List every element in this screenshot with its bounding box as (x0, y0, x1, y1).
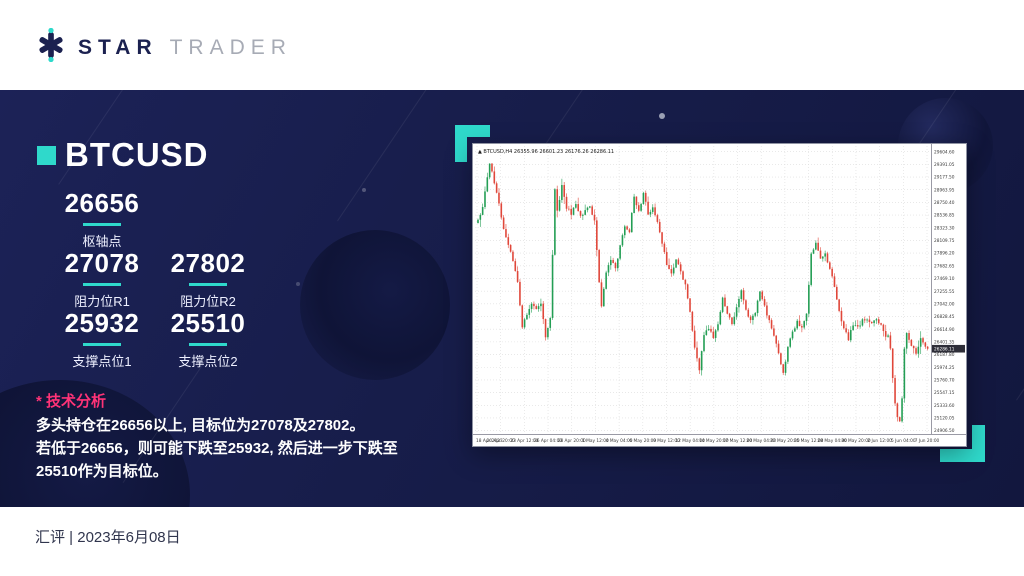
svg-text:23 Apr 12:00: 23 Apr 12:00 (510, 438, 538, 444)
resistance1-label: 阻力位R1 (74, 294, 130, 309)
brand-logo: STAR TRADER (34, 27, 292, 67)
decor-dot (296, 282, 300, 286)
svg-text:24906.50: 24906.50 (934, 428, 955, 434)
resistance1-value: 27078 (64, 248, 140, 278)
svg-text:2 Jun 12:00: 2 Jun 12:00 (867, 438, 892, 444)
svg-text:28 Apr 20:00: 28 Apr 20:00 (558, 438, 586, 444)
svg-text:▲ BTCUSD,H4 26355.96 26601.23: ▲ BTCUSD,H4 26355.96 26601.23 26176.26 2… (478, 149, 614, 155)
svg-text:27042.00: 27042.00 (934, 301, 955, 307)
resistance2-value: 27802 (170, 248, 246, 278)
svg-text:26828.45: 26828.45 (934, 314, 955, 320)
support2-label: 支撑点位2 (178, 354, 238, 369)
footer-caption: 汇评 | 2023年6月08日 (35, 529, 181, 546)
analysis-line: 25510作为目标位。 (36, 463, 168, 480)
decor-line (337, 90, 433, 222)
accent-underline (189, 283, 227, 286)
star-asterisk-icon (34, 27, 68, 67)
footer-bar: 汇评 | 2023年6月08日 (0, 507, 1024, 576)
svg-text:4 May 04:00: 4 May 04:00 (606, 438, 633, 444)
svg-text:27255.55: 27255.55 (934, 289, 955, 295)
svg-text:26187.80: 26187.80 (934, 352, 955, 358)
svg-text:29177.50: 29177.50 (934, 175, 955, 181)
pivot-point-block: 26656 枢轴点 (56, 188, 148, 250)
mt4-chart-window: 29604.60 29391.05 29177.50 28963.95 28750.40… (472, 143, 967, 447)
svg-text:26286.11: 26286.11 (934, 347, 955, 353)
svg-text:26401.35: 26401.35 (934, 339, 955, 345)
decor-dot (659, 113, 665, 119)
hero-panel: BTCUSD 26656 枢轴点 27078 阻力位R1 27802 阻力位R2… (0, 90, 1024, 507)
support2-block: 25510 支撑点位2 (162, 308, 254, 370)
support1-value: 25932 (64, 308, 140, 338)
svg-text:25333.60: 25333.60 (934, 403, 955, 409)
pivot-label: 枢轴点 (82, 234, 122, 249)
accent-square (37, 145, 56, 165)
decor-line (1016, 300, 1024, 401)
svg-text:27469.10: 27469.10 (934, 276, 955, 282)
svg-text:27896.20: 27896.20 (934, 251, 955, 257)
corner-bracket-bottom-right (940, 425, 985, 462)
svg-text:29391.05: 29391.05 (934, 162, 955, 168)
brand-name-trader: TRADER (169, 35, 292, 59)
corner-bracket-top-left (455, 125, 490, 162)
accent-underline (83, 223, 121, 226)
resistance2-block: 27802 阻力位R2 (162, 248, 254, 310)
svg-text:6 May 20:00: 6 May 20:00 (629, 438, 656, 444)
svg-text:28323.30: 28323.30 (934, 225, 955, 231)
svg-text:18 Apr 2023: 18 Apr 2023 (476, 438, 503, 444)
top-bar: STAR TRADER (0, 0, 1024, 90)
svg-text:28963.95: 28963.95 (934, 187, 955, 193)
decor-blob (300, 230, 450, 380)
pivot-value: 26656 (64, 188, 140, 218)
analysis-line: 若低于26656，则可能下跌至25932, 然后进一步下跌至 (36, 440, 398, 457)
svg-text:7 Jun 20:00: 7 Jun 20:00 (915, 438, 940, 444)
svg-text:25120.05: 25120.05 (934, 416, 955, 422)
svg-text:22 May 20:00: 22 May 20:00 (770, 438, 800, 444)
resistance1-block: 27078 阻力位R1 (56, 248, 148, 310)
analysis-paragraph: 多头持仓在26656以上, 目标位为27078及27802。 若低于26656，… (36, 414, 408, 483)
svg-text:17 May 12:00: 17 May 12:00 (723, 438, 753, 444)
svg-text:20 May 04:00: 20 May 04:00 (746, 438, 776, 444)
support1-block: 25932 支撑点位1 (56, 308, 148, 370)
support1-label: 支撑点位1 (72, 354, 132, 369)
analysis-heading: * 技术分析 (36, 393, 107, 410)
symbol-title-row: BTCUSD (37, 136, 209, 174)
svg-text:20 Apr 20:00: 20 Apr 20:00 (487, 438, 515, 444)
svg-text:27682.65: 27682.65 (934, 263, 955, 269)
svg-text:28536.85: 28536.85 (934, 213, 955, 219)
support2-value: 25510 (170, 308, 246, 338)
svg-text:25974.25: 25974.25 (934, 365, 955, 371)
page-title: BTCUSD (65, 136, 209, 173)
svg-text:28 May 04:00: 28 May 04:00 (818, 438, 848, 444)
svg-text:28750.40: 28750.40 (934, 200, 955, 206)
accent-underline (83, 283, 121, 286)
svg-text:1 May 12:00: 1 May 12:00 (582, 438, 609, 444)
svg-text:29604.60: 29604.60 (934, 149, 955, 155)
svg-text:25 May 12:00: 25 May 12:00 (794, 438, 824, 444)
candlestick-chart: 29604.60 29391.05 29177.50 28963.95 28750.40… (473, 144, 966, 446)
svg-text:28109.75: 28109.75 (934, 238, 955, 244)
resistance2-label: 阻力位R2 (180, 294, 236, 309)
svg-text:9 May 12:00: 9 May 12:00 (653, 438, 680, 444)
svg-text:12 May 04:00: 12 May 04:00 (675, 438, 705, 444)
decor-dot (362, 188, 366, 192)
svg-text:14 May 20:00: 14 May 20:00 (699, 438, 729, 444)
accent-underline (83, 343, 121, 346)
brand-name-star: STAR (78, 35, 158, 59)
svg-text:25760.70: 25760.70 (934, 378, 955, 384)
accent-underline (189, 343, 227, 346)
svg-text:25547.15: 25547.15 (934, 390, 955, 396)
svg-text:26 Apr 04:00: 26 Apr 04:00 (534, 438, 562, 444)
svg-text:5 Jun 04:00: 5 Jun 04:00 (891, 438, 916, 444)
svg-text:26614.90: 26614.90 (934, 327, 955, 333)
analysis-line: 多头持仓在26656以上, 目标位为27078及27802。 (36, 417, 365, 434)
svg-text:30 May 20:00: 30 May 20:00 (841, 438, 871, 444)
